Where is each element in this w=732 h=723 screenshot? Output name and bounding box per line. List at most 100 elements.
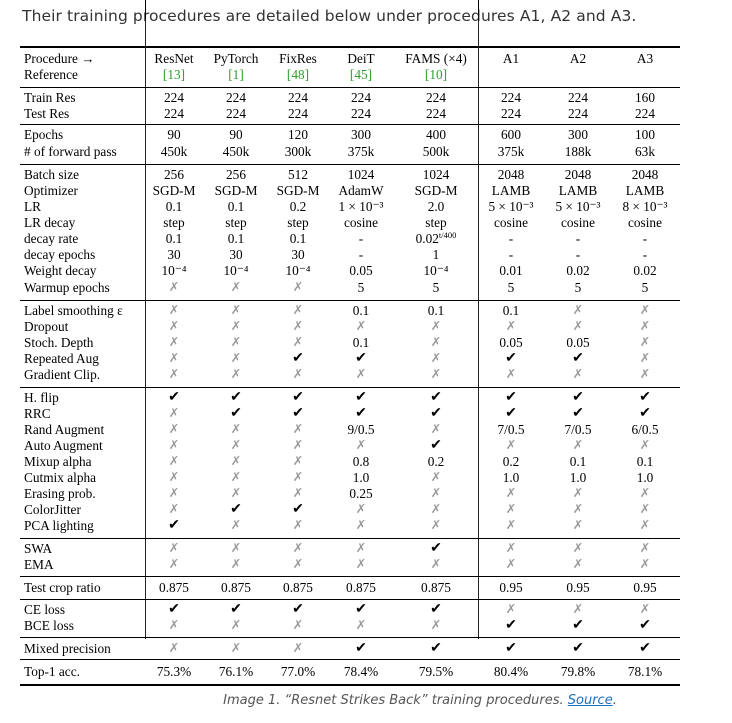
table-cell: 0.01 xyxy=(499,263,523,278)
table-cell: ✗ xyxy=(230,319,242,333)
table-cell: ✗ xyxy=(230,641,242,655)
table-cell: 224 xyxy=(351,106,371,121)
table-cell: ✗ xyxy=(505,502,517,516)
table-cell: ✗ xyxy=(292,518,304,532)
row-label: Mixup alpha xyxy=(24,454,92,469)
row-label: Warmup epochs xyxy=(24,280,110,295)
table-cell: ✔ xyxy=(430,541,442,556)
table-cell: ✗ xyxy=(168,470,180,484)
table-cell: 224 xyxy=(164,90,184,105)
table-cell: step xyxy=(425,215,447,230)
table-cell: ✔ xyxy=(355,390,367,405)
table-cell: 2048 xyxy=(564,167,592,182)
table-cell: 30 xyxy=(291,247,305,262)
table-cell: ✗ xyxy=(168,319,180,333)
row-label: Gradient Clip. xyxy=(24,367,101,382)
table-cell: 1 × 10⁻³ xyxy=(338,199,384,214)
table-cell: 450k xyxy=(160,144,188,159)
table-cell: 0.875 xyxy=(221,580,251,595)
table-cell: 224 xyxy=(351,90,371,105)
procedure-name: FAMS (×4) xyxy=(405,51,467,66)
table-cell: ✗ xyxy=(639,351,651,365)
table-cell: ✗ xyxy=(292,541,304,555)
table-cell: 10⁻⁴ xyxy=(223,263,249,278)
table-cell: 0.2 xyxy=(427,454,445,469)
table-cell: LAMB xyxy=(625,183,665,198)
table-cell: ✗ xyxy=(168,541,180,555)
row-label: Weight decay xyxy=(24,263,97,278)
table-cell: ✔ xyxy=(292,351,304,366)
table-cell: ✗ xyxy=(430,367,442,381)
table-cell: 2048 xyxy=(497,167,525,182)
table-cell: ✗ xyxy=(230,422,242,436)
table-cell: 120 xyxy=(288,127,308,142)
table-cell: 90 xyxy=(167,127,181,142)
table-cell: ✔ xyxy=(292,502,304,517)
table-cell: 79.8% xyxy=(560,664,596,679)
table-cell: ✗ xyxy=(430,319,442,333)
row-label: Stoch. Depth xyxy=(24,335,94,350)
table-cell: ✗ xyxy=(430,351,442,365)
table-cell: 9/0.5 xyxy=(347,422,375,437)
table-cell: step xyxy=(163,215,185,230)
header-label-reference: Reference xyxy=(24,67,78,82)
table-cell: 78.1% xyxy=(627,664,663,679)
table-cell: ✗ xyxy=(168,367,180,381)
table-cell: ✗ xyxy=(292,335,304,349)
table-cell: ✗ xyxy=(292,470,304,484)
table-cell: 224 xyxy=(426,106,446,121)
table-cell: 224 xyxy=(568,90,588,105)
table-cell: ✗ xyxy=(168,422,180,436)
table-cell: 1.0 xyxy=(352,470,370,485)
table-cell: ✗ xyxy=(230,438,242,452)
table-cell: ✔ xyxy=(505,406,517,421)
table-cell: 256 xyxy=(226,167,246,182)
table-cell: ✗ xyxy=(230,351,242,365)
table-cell: ✗ xyxy=(572,502,584,516)
table-cell: 5 xyxy=(507,280,515,295)
table-cell: ✗ xyxy=(430,486,442,500)
table-cell: ✗ xyxy=(230,541,242,555)
table-cell: 100 xyxy=(635,127,655,142)
row-label: Optimizer xyxy=(24,183,78,198)
table-cell: ✗ xyxy=(292,454,304,468)
table-cell: 0.1 xyxy=(227,199,245,214)
table-cell: ✗ xyxy=(355,319,367,333)
table-cell: ✗ xyxy=(355,502,367,516)
table-cell: ✔ xyxy=(639,390,651,405)
source-link[interactable]: Source xyxy=(567,693,613,708)
table-cell: 2048 xyxy=(631,167,659,182)
table-cell: ✗ xyxy=(230,280,242,294)
table-cell: ✗ xyxy=(505,541,517,555)
row-label: Train Res xyxy=(24,90,76,105)
table-cell: ✔ xyxy=(230,502,242,517)
table-cell: SGD-M xyxy=(276,183,320,198)
table-cell: ✔ xyxy=(505,390,517,405)
table-cell: ✔ xyxy=(572,390,584,405)
table-cell: cosine xyxy=(344,215,378,230)
table-cell: ✗ xyxy=(168,641,180,655)
table-cell: 1 xyxy=(432,247,440,262)
table-rule xyxy=(20,538,680,539)
table-cell: ✗ xyxy=(505,518,517,532)
table-cell: ✗ xyxy=(430,422,442,436)
table-cell: ✗ xyxy=(572,367,584,381)
row-label: decay rate xyxy=(24,231,79,246)
table-cell: ✗ xyxy=(230,470,242,484)
table-cell: 224 xyxy=(226,90,246,105)
table-cell: ✗ xyxy=(639,518,651,532)
table-cell: ✗ xyxy=(505,602,517,616)
table-cell: - xyxy=(508,247,514,262)
table-cell: ✗ xyxy=(292,319,304,333)
procedure-reference: [10] xyxy=(424,67,448,82)
table-cell: ✔ xyxy=(572,641,584,656)
row-label: RRC xyxy=(24,406,51,421)
table-cell: 0.05 xyxy=(349,263,373,278)
table-cell: 2.0 xyxy=(427,199,445,214)
row-label: EMA xyxy=(24,557,54,572)
table-cell: ✗ xyxy=(292,618,304,632)
table-cell: ✗ xyxy=(168,303,180,317)
table-cell: 1024 xyxy=(422,167,450,182)
table-cell: 0.1 xyxy=(569,454,587,469)
table-cell: 256 xyxy=(164,167,184,182)
